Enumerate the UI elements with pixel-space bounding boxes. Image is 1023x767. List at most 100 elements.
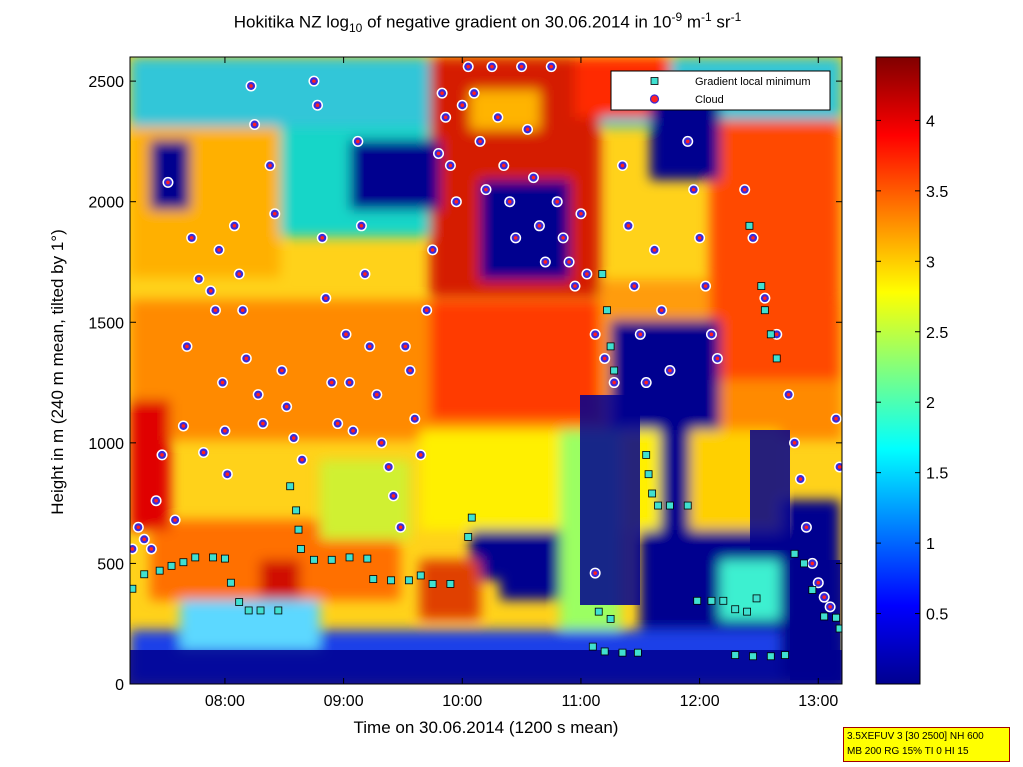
colorbar-tick-label: 3.5: [926, 184, 948, 201]
gradient-min-point: [790, 549, 799, 558]
colorbar: 0.5 1 1.5 2 2.5 3 3.5 4: [875, 56, 948, 685]
cloud-point: [462, 61, 474, 73]
x-tick-label: 11:00: [562, 693, 601, 710]
gradient-min-point: [140, 570, 149, 579]
gradient-min-point: [244, 606, 253, 615]
gradient-min-point: [731, 605, 740, 614]
gradient-min-point: [179, 558, 188, 567]
gradient-min-point: [693, 596, 702, 605]
cloud-point: [371, 389, 383, 401]
cloud-point: [145, 543, 157, 555]
cloud-point: [421, 304, 433, 316]
gradient-min-point: [820, 612, 829, 621]
cloud-point: [794, 473, 806, 485]
cloud-point: [311, 99, 323, 111]
gradient-min-point: [588, 642, 597, 651]
cloud-point: [177, 420, 189, 432]
legend-box: [610, 70, 831, 111]
gradient-min-point: [404, 576, 413, 585]
gradient-min-series: [130, 221, 842, 661]
cloud-point: [557, 232, 569, 244]
cloud-point: [711, 352, 723, 364]
axes: 08:00 09:00 10:00 11:00 12:00 13:00 0 500 1000 15…: [88, 57, 842, 710]
chart-title: Hokitika NZ log10 of negative gradient o…: [233, 10, 742, 36]
x-tick-label: 09:00: [324, 693, 364, 710]
cloud-point: [387, 490, 399, 502]
gradient-min-point: [292, 506, 301, 515]
cloud-point: [332, 418, 344, 430]
gradient-min-point: [835, 624, 842, 633]
gradient-min-point: [226, 578, 235, 587]
cloud-point: [221, 468, 233, 480]
cloud-point: [688, 184, 700, 196]
cloud-point: [682, 135, 694, 147]
cloud-point: [186, 232, 198, 244]
x-tick-label: 10:00: [442, 693, 482, 710]
cloud-point: [237, 304, 249, 316]
cloud-point: [812, 577, 824, 589]
cloud-point: [480, 184, 492, 196]
gradient-min-point: [598, 270, 607, 278]
gradient-min-point: [369, 575, 378, 583]
cloud-point: [219, 425, 231, 437]
gradient-min-point: [666, 501, 674, 510]
gradient-min-point: [760, 306, 769, 315]
cloud-point: [664, 365, 676, 376]
cloud-point: [352, 135, 364, 147]
legend-label: Gradient local minimum: [695, 76, 811, 88]
cloud-point: [156, 449, 168, 461]
cloud-series: [130, 61, 842, 613]
cloud-point: [589, 567, 601, 579]
y-tick-label: 1500: [88, 315, 124, 332]
x-tick-label: 08:00: [205, 693, 245, 710]
cloud-point: [150, 495, 162, 507]
gradient-min-point: [766, 330, 775, 339]
gradient-min-point: [167, 561, 176, 570]
cloud-point: [233, 268, 245, 280]
cloud-point: [433, 147, 445, 159]
cloud-point: [347, 425, 359, 437]
cloud-point: [169, 514, 181, 526]
gradient-min-point: [800, 559, 808, 568]
cloud-point: [436, 87, 448, 99]
cloud-point: [468, 87, 480, 99]
cloud-point: [640, 377, 652, 389]
cloud-point: [800, 521, 812, 533]
info-box: 3.5XEFUV 3 [30 2500] NH 600 MB 200 RG 15…: [843, 727, 1010, 762]
colorbar-gradient: [875, 56, 921, 685]
y-tick-label: 2000: [88, 195, 124, 212]
cloud-point: [747, 232, 759, 244]
cloud-point: [563, 256, 575, 268]
colorbar-tick-label: 3: [926, 254, 935, 271]
cloud-point: [700, 280, 712, 292]
gradient-min-point: [610, 366, 619, 375]
cloud-point: [589, 328, 601, 340]
gradient-min-point: [235, 598, 244, 606]
y-tick-label: 0: [115, 677, 124, 694]
gradient-min-point: [618, 648, 627, 657]
gradient-min-point: [416, 571, 425, 580]
legend: Gradient local minimum Cloud: [610, 70, 831, 111]
cloud-point: [288, 432, 300, 444]
gradient-min-point: [600, 647, 609, 656]
cloud-point: [181, 340, 193, 352]
cloud-point: [649, 244, 661, 256]
cloud-point: [344, 377, 356, 389]
cloud-point: [510, 232, 522, 244]
legend-marker: [649, 94, 660, 104]
cloud-point: [193, 273, 205, 285]
colorbar-tick-label: 2.5: [926, 325, 948, 342]
gradient-min-point: [832, 613, 840, 622]
colorbar-tick-label: 0.5: [926, 607, 948, 624]
colorbar-tick-label: 2: [926, 395, 935, 412]
cloud-point: [608, 377, 620, 389]
info-line-2: MB 200 RG 15% TI 0 HI 15: [847, 746, 969, 757]
cloud-point: [498, 160, 510, 172]
cloud-point: [359, 268, 371, 280]
gradient-min-point: [464, 532, 473, 541]
cloud-point: [427, 244, 439, 256]
cloud-point: [209, 304, 221, 316]
gradient-min-point: [294, 525, 303, 534]
cloud-point: [492, 111, 504, 123]
info-line-1: 3.5XEFUV 3 [30 2500] NH 600: [847, 731, 984, 742]
